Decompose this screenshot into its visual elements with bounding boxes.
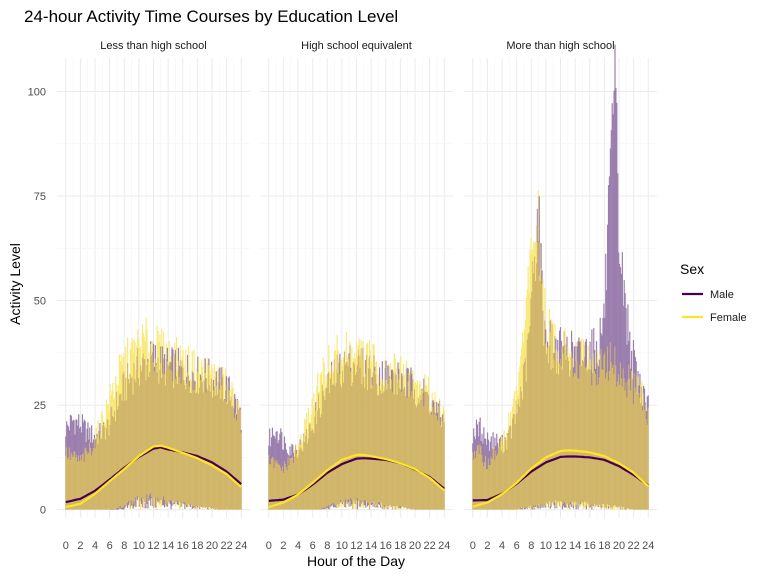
x-tick-label: 10 (540, 540, 552, 552)
facet-strip-label: More than high school (506, 40, 614, 52)
x-tick-label: 24 (642, 540, 654, 552)
x-tick-label: 2 (77, 540, 83, 552)
x-tick-label: 16 (177, 540, 189, 552)
y-tick-label: 50 (34, 296, 46, 308)
legend-title: Sex (680, 261, 704, 277)
x-tick-label: 14 (365, 540, 377, 552)
series-line-male (65, 446, 242, 504)
x-tick-label: 14 (569, 540, 581, 552)
x-tick-label: 18 (598, 540, 610, 552)
x-tick-label: 22 (627, 540, 639, 552)
x-tick-label: 20 (409, 540, 421, 552)
x-tick-label: 24 (438, 540, 450, 552)
legend-label-female: Female (710, 312, 747, 324)
x-tick-label: 22 (423, 540, 435, 552)
x-tick-label: 16 (584, 540, 596, 552)
x-tick-label: 20 (206, 540, 218, 552)
x-tick-label: 12 (554, 540, 566, 552)
x-tick-label: 4 (92, 540, 98, 552)
y-tick-label: 75 (34, 191, 46, 203)
x-tick-label: 10 (133, 540, 145, 552)
x-tick-label: 8 (528, 540, 534, 552)
x-tick-label: 6 (514, 540, 520, 552)
x-tick-label: 24 (235, 540, 247, 552)
x-tick-label: 2 (280, 540, 286, 552)
x-tick-label: 18 (191, 540, 203, 552)
facet-strip-label: High school equivalent (301, 40, 412, 52)
series-line-female (268, 453, 445, 509)
activity-ribbons (65, 317, 242, 510)
x-tick-label: 6 (107, 540, 113, 552)
series-line-female (65, 444, 242, 509)
activity-ribbons (472, 44, 649, 510)
x-tick-label: 22 (220, 540, 232, 552)
x-tick-label: 16 (380, 540, 392, 552)
legend: Sex Male Female (680, 261, 747, 324)
activity-ribbons (268, 332, 445, 510)
x-axis-title: Hour of the Day (307, 553, 405, 569)
x-tick-label: 0 (470, 540, 476, 552)
x-tick-label: 18 (394, 540, 406, 552)
chart-title: 24-hour Activity Time Courses by Educati… (24, 7, 398, 26)
y-axis-title: Activity Level (7, 243, 23, 325)
series-line-female (472, 449, 649, 508)
x-tick-label: 4 (499, 540, 505, 552)
x-tick-label: 20 (613, 540, 625, 552)
x-tick-label: 2 (484, 540, 490, 552)
x-tick-label: 6 (310, 540, 316, 552)
x-tick-label: 14 (162, 540, 174, 552)
x-tick-label: 8 (121, 540, 127, 552)
x-tick-label: 10 (336, 540, 348, 552)
grid (260, 58, 453, 518)
x-tick-label: 8 (324, 540, 330, 552)
legend-label-male: Male (710, 289, 734, 301)
y-tick-label: 25 (34, 400, 46, 412)
x-tick-label: 12 (350, 540, 362, 552)
x-tick-label: 0 (266, 540, 272, 552)
x-tick-label: 0 (63, 540, 69, 552)
facet-strip-label: Less than high school (100, 40, 206, 52)
x-tick-label: 12 (147, 540, 159, 552)
y-tick-label: 100 (28, 86, 46, 98)
x-tick-label: 4 (295, 540, 301, 552)
y-tick-label: 0 (40, 505, 46, 517)
y-axis: 0 25 50 75 100 (28, 86, 46, 516)
